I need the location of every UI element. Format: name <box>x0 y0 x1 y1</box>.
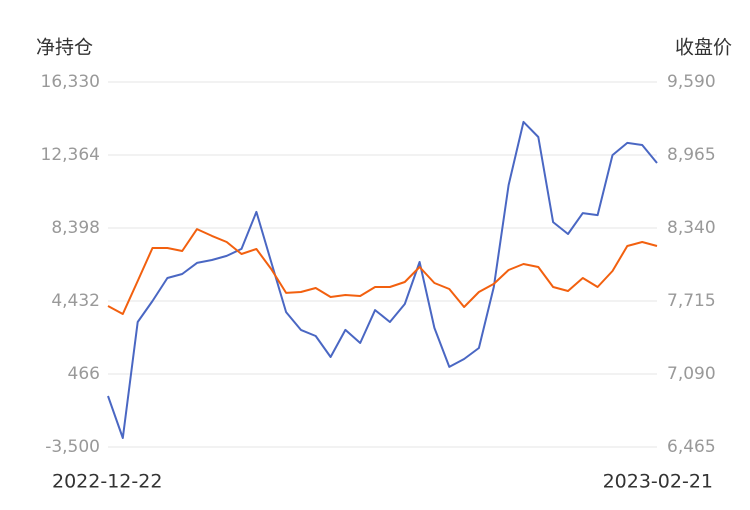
y2-tick-label: 8,965 <box>667 145 716 165</box>
series-line <box>107 228 658 315</box>
y-tick-label: 4,432 <box>51 291 100 311</box>
y-tick-label: 12,364 <box>41 145 100 165</box>
y-tick-label: 16,330 <box>41 72 100 92</box>
x-tick-label: 2022-12-22 <box>52 471 162 493</box>
y-tick-label: -3,500 <box>45 437 100 457</box>
x-tick-label: 2023-02-21 <box>603 471 713 493</box>
y2-axis-title: 收盘价 <box>675 37 732 59</box>
series-line <box>107 120 658 439</box>
y2-tick-label: 7,090 <box>667 364 716 384</box>
y2-tick-label: 6,465 <box>667 437 716 457</box>
y-tick-label: 8,398 <box>51 218 100 238</box>
y2-tick-label: 9,590 <box>667 72 716 92</box>
y-tick-label: 466 <box>68 364 100 384</box>
y2-tick-label: 8,340 <box>667 218 716 238</box>
y2-tick-label: 7,715 <box>667 291 716 311</box>
y-axis-title: 净持仓 <box>36 37 93 59</box>
